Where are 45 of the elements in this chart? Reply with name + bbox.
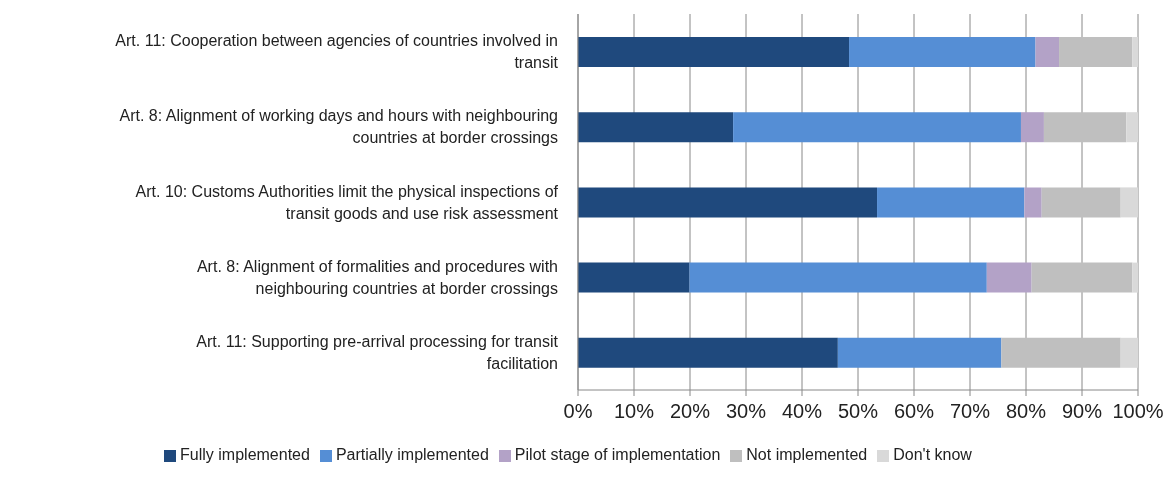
bar	[1035, 37, 1060, 67]
y-tick-label: Art. 11: Cooperation between agencies of countries involved in transit	[115, 32, 559, 72]
bar	[1020, 112, 1044, 143]
bar	[1001, 337, 1121, 368]
bar	[1126, 112, 1138, 143]
x-tick-label: 30%	[725, 400, 767, 423]
bar	[1031, 262, 1133, 293]
bar	[733, 112, 1021, 143]
bar	[1120, 337, 1138, 368]
bar	[1059, 37, 1133, 67]
bar	[578, 337, 838, 368]
x-tick-label: 60%	[893, 400, 935, 423]
legend-label: Don't know	[893, 446, 972, 463]
bar	[578, 37, 850, 67]
y-tick-label: Art. 10: Customs Authorities limit the physical inspections of transit goods and use risk assessment	[135, 182, 559, 222]
x-tick-label: 100%	[1112, 400, 1164, 423]
x-tick-label: 80%	[1005, 400, 1047, 423]
y-tick-label: Art. 11: Supporting pre-arrival processing for transit facilitation	[196, 333, 559, 372]
bar	[877, 187, 1025, 218]
bar	[1132, 262, 1138, 293]
x-tick-label: 20%	[669, 400, 711, 423]
x-tick-label: 10%	[613, 400, 655, 423]
bar	[578, 262, 690, 293]
bar	[1024, 187, 1042, 218]
bar	[1120, 187, 1138, 218]
legend-label: Fully implemented	[180, 446, 310, 463]
bar	[578, 187, 878, 218]
bar	[1043, 112, 1127, 143]
y-tick-label: Art. 8: Alignment of formalities and procedures with neighbouring countries at border crossings	[196, 257, 558, 297]
legend-label: Partially implemented	[335, 446, 489, 463]
bar	[578, 112, 734, 143]
bar	[986, 262, 1032, 293]
bar	[837, 337, 1002, 368]
x-tick-label: 90%	[1061, 400, 1103, 423]
x-tick-label: 70%	[949, 400, 991, 423]
bar	[1041, 187, 1121, 218]
bar	[689, 262, 987, 293]
x-tick-label: 50%	[837, 400, 879, 423]
legend-label: Pilot stage of implementation	[514, 446, 721, 463]
bar	[1132, 37, 1138, 67]
y-tick-label: Art. 8: Alignment of working days and hours with neighbouring countries at border crossings	[119, 107, 558, 147]
x-tick-label: 0%	[563, 400, 593, 423]
x-tick-label: 40%	[781, 400, 823, 423]
bar	[849, 37, 1036, 67]
legend-label: Not implemented	[746, 446, 868, 463]
